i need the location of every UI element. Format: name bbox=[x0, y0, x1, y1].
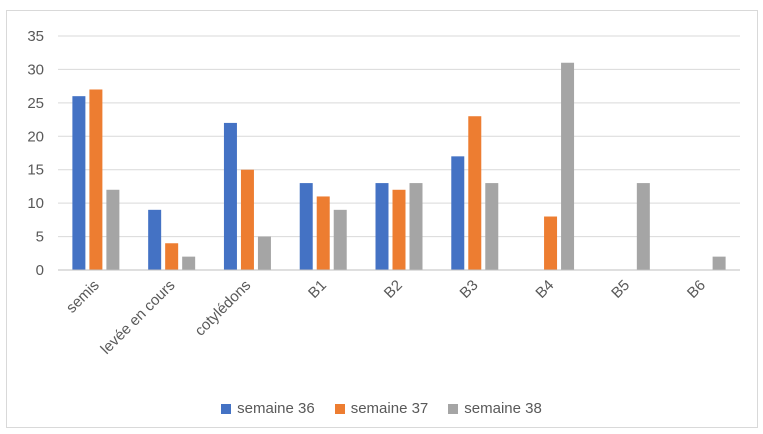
y-tick-label: 5 bbox=[36, 229, 44, 246]
y-tick-label: 30 bbox=[27, 61, 44, 78]
bar-3-7 bbox=[561, 62, 575, 270]
y-tick-label: 10 bbox=[27, 195, 44, 212]
x-tick-label: cotylédons bbox=[192, 277, 255, 340]
x-tick-label: B5 bbox=[608, 277, 633, 302]
y-tick-label: 35 bbox=[27, 28, 44, 45]
legend-swatch-series-3 bbox=[448, 403, 459, 414]
x-tick-label: B6 bbox=[684, 277, 709, 302]
legend-item-series-1: semaine 36 bbox=[221, 400, 315, 417]
x-tick-label: semis bbox=[63, 277, 103, 317]
gridlines bbox=[58, 35, 740, 238]
bar-3-9 bbox=[712, 256, 726, 270]
legend: semaine 36 semaine 37 semaine 38 bbox=[0, 400, 763, 417]
legend-label-series-3: semaine 38 bbox=[464, 400, 542, 417]
y-tick-label: 0 bbox=[36, 262, 44, 279]
legend-swatch-series-2 bbox=[334, 403, 345, 414]
y-tick-label: 15 bbox=[27, 162, 44, 179]
y-axis-tick-labels: 0 5 10 15 20 25 30 35 bbox=[27, 28, 44, 279]
bar-2-1 bbox=[89, 89, 103, 270]
bar-3-3 bbox=[257, 236, 271, 270]
x-tick-label: B3 bbox=[457, 277, 482, 302]
bar-2-5 bbox=[392, 189, 406, 270]
x-tick-label: B1 bbox=[305, 277, 330, 302]
legend-label-series-1: semaine 36 bbox=[237, 400, 315, 417]
legend-item-series-3: semaine 38 bbox=[448, 400, 542, 417]
bar-2-3 bbox=[240, 169, 254, 270]
legend-item-series-2: semaine 37 bbox=[334, 400, 429, 417]
bar-2-4 bbox=[316, 196, 330, 270]
bar-1-5 bbox=[375, 183, 389, 270]
bar-1-2 bbox=[148, 209, 162, 270]
bar-2-7 bbox=[544, 216, 558, 270]
bar-3-5 bbox=[409, 183, 423, 270]
y-tick-label: 25 bbox=[27, 95, 44, 112]
bar-2-6 bbox=[468, 116, 482, 270]
x-tick-label: B2 bbox=[381, 277, 406, 302]
x-tick-label: levée en cours bbox=[97, 277, 178, 358]
bar-1-3 bbox=[223, 122, 237, 271]
bar-3-1 bbox=[106, 189, 120, 270]
legend-label-series-2: semaine 37 bbox=[350, 400, 429, 417]
legend-swatch-series-1 bbox=[221, 403, 232, 414]
bar-2-2 bbox=[165, 243, 179, 270]
bar-3-4 bbox=[333, 209, 347, 270]
bar-1-4 bbox=[299, 183, 313, 270]
x-tick-label: B4 bbox=[532, 277, 557, 302]
bar-3-2 bbox=[182, 256, 196, 270]
bar-3-6 bbox=[485, 183, 499, 270]
bar-1-1 bbox=[72, 96, 86, 271]
y-tick-label: 20 bbox=[27, 128, 44, 145]
bar-1-6 bbox=[451, 156, 465, 270]
bar-3-8 bbox=[636, 183, 650, 270]
bars bbox=[72, 62, 726, 271]
